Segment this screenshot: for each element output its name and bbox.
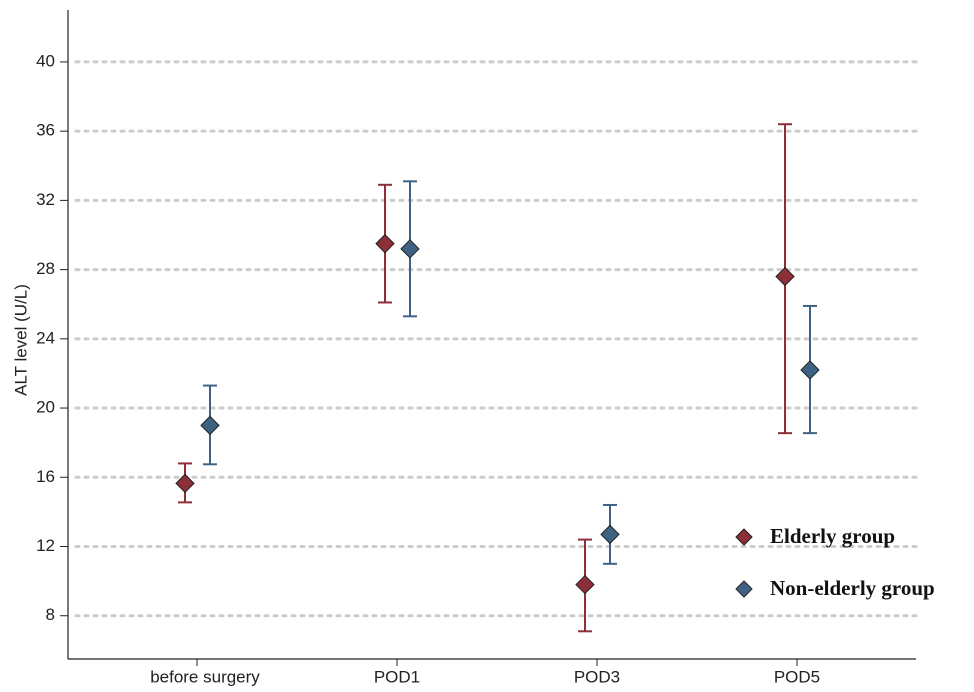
x-tick-label: before surgery [150,667,260,686]
marker [575,574,595,595]
y-tick-label: 28 [36,259,55,278]
marker [800,360,820,380]
y-tick-label: 32 [36,190,55,209]
legend-marker [735,528,753,546]
y-tick-label: 40 [36,51,55,70]
marker [775,266,795,287]
y-tick-label: 8 [46,605,55,624]
x-tick-label: POD5 [774,667,820,686]
marker [400,239,420,259]
legend-label: Elderly group [770,524,895,548]
marker [175,473,195,494]
legend-label: Non-elderly group [770,576,935,600]
y-tick-label: 12 [36,536,55,555]
marker [600,524,620,545]
y-tick-label: 36 [36,121,55,140]
y-axis-label: ALT level (U/L) [11,284,30,396]
y-tick-label: 20 [36,398,55,417]
x-tick-label: POD3 [574,667,620,686]
y-tick-label: 16 [36,467,55,486]
legend-marker [735,580,753,598]
marker [200,415,220,436]
y-tick-label: 24 [36,328,55,347]
marker [375,233,395,254]
x-tick-label: POD1 [374,667,420,686]
